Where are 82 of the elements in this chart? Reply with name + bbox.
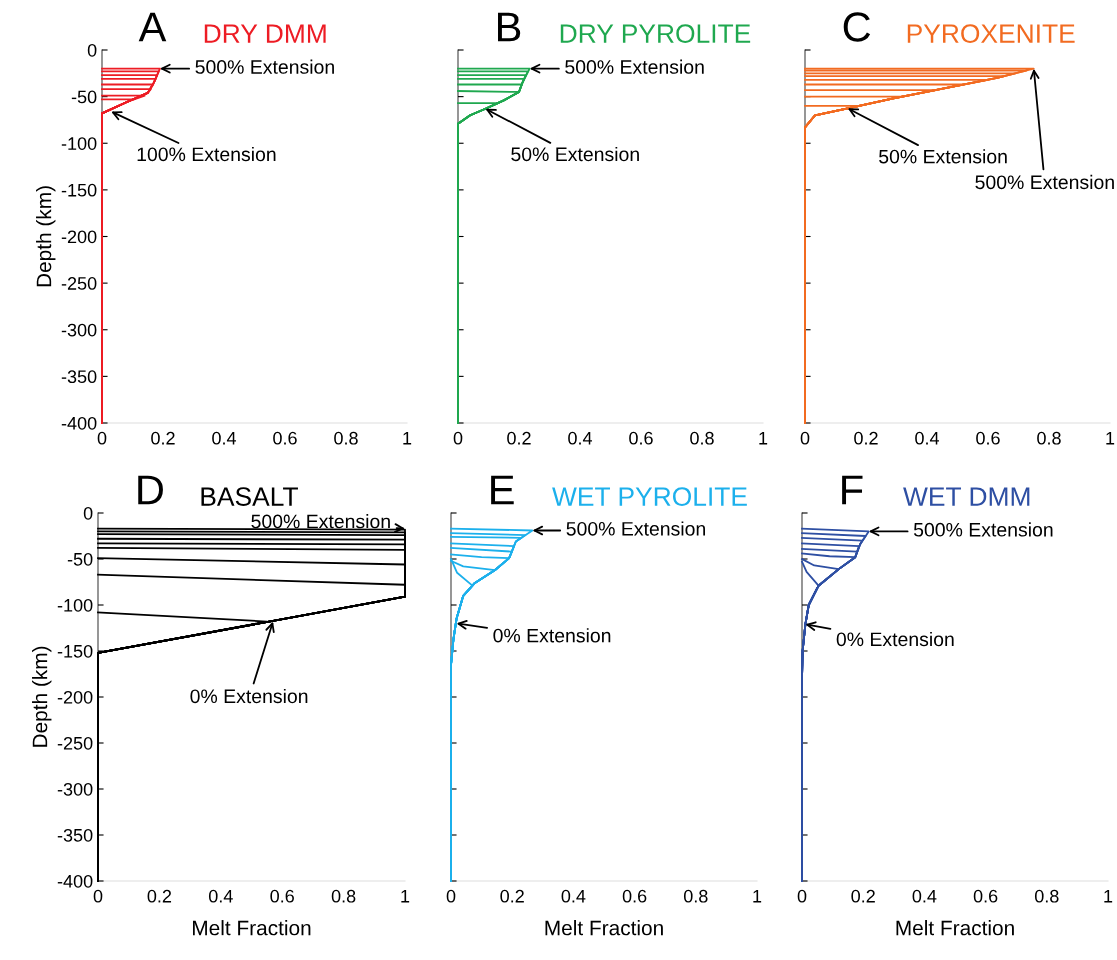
x-tick-label: 0.8 bbox=[1034, 889, 1059, 903]
chart-subtitle: DRY DMM bbox=[204, 24, 326, 43]
y-tick-label: -100 bbox=[57, 598, 93, 612]
x-tick-label: 0 bbox=[797, 889, 807, 903]
x-tick-label: 0.8 bbox=[331, 889, 356, 903]
x-axis-title: Melt Fraction bbox=[545, 920, 663, 936]
y-tick-label: -400 bbox=[57, 874, 93, 888]
y-tick-label: -400 bbox=[61, 416, 97, 430]
chart-title: D bbox=[138, 475, 163, 505]
chart-title: B bbox=[498, 12, 521, 42]
y-tick-label: -50 bbox=[67, 552, 93, 566]
x-tick-label: 0.4 bbox=[212, 431, 237, 445]
y-tick-label: -250 bbox=[61, 277, 97, 290]
x-tick-label: 0.6 bbox=[273, 431, 297, 445]
x-tick-label: 0.4 bbox=[561, 889, 586, 903]
x-tick-label: 0.2 bbox=[851, 889, 875, 903]
x-tick-label: 0.2 bbox=[147, 889, 172, 903]
x-tick-label: 0.6 bbox=[270, 889, 294, 903]
x-tick-label: 1 bbox=[403, 432, 412, 445]
chart-title: E bbox=[491, 475, 514, 505]
annotation: 50% Extension bbox=[879, 149, 1007, 164]
x-tick-label: 1 bbox=[1104, 890, 1113, 903]
y-tick-label: -100 bbox=[61, 137, 97, 150]
chart-subtitle: BASALT bbox=[201, 487, 298, 506]
chart-title: A bbox=[138, 12, 167, 42]
chart-subtitle: WET PYROLITE bbox=[552, 487, 747, 506]
chart-subtitle: DRY PYROLITE bbox=[560, 24, 751, 43]
x-tick-label: 0 bbox=[800, 431, 810, 445]
y-tick-label: -350 bbox=[61, 370, 97, 384]
y-tick-label: -200 bbox=[57, 690, 93, 704]
y-axis-title: Depth (km) bbox=[36, 186, 56, 287]
x-tick-label: 0 bbox=[446, 889, 456, 903]
y-tick-label: -350 bbox=[57, 828, 93, 842]
x-tick-label: 0.8 bbox=[683, 889, 708, 903]
x-tick-label: 1 bbox=[753, 890, 762, 903]
chart-title: F bbox=[842, 475, 863, 505]
annotation: 100% Extension bbox=[137, 146, 276, 162]
x-tick-label: 0.2 bbox=[151, 431, 175, 445]
annotation: 500% Extension bbox=[566, 521, 705, 536]
x-tick-label: 0.4 bbox=[912, 889, 937, 903]
x-tick-label: 0.4 bbox=[915, 431, 940, 445]
x-tick-label: 1 bbox=[759, 432, 768, 445]
x-tick-label: 0.4 bbox=[568, 431, 593, 445]
x-axis-title: Melt Fraction bbox=[896, 920, 1014, 936]
x-tick-label: 0.6 bbox=[629, 431, 653, 445]
annotation: 0% Extension bbox=[493, 628, 611, 643]
y-tick-label: -300 bbox=[57, 782, 93, 796]
annotation: 0% Extension bbox=[190, 688, 308, 704]
annotation: 500% Extension bbox=[565, 59, 704, 74]
y-tick-label: 0 bbox=[83, 506, 93, 520]
x-tick-label: 0.8 bbox=[1037, 431, 1061, 445]
annotation: 500% Extension bbox=[251, 514, 390, 529]
x-tick-label: 0.2 bbox=[854, 431, 878, 445]
x-tick-label: 0.8 bbox=[334, 431, 358, 445]
y-tick-label: 0 bbox=[87, 43, 97, 57]
chart-subtitle: PYROXENITE bbox=[907, 24, 1075, 43]
x-tick-label: 0.6 bbox=[973, 889, 998, 903]
y-tick-label: -200 bbox=[61, 230, 97, 244]
annotation: 500% Extension bbox=[913, 522, 1053, 537]
x-tick-label: 0.8 bbox=[690, 431, 714, 445]
x-tick-label: 0.2 bbox=[500, 889, 524, 903]
y-tick-label: -250 bbox=[57, 736, 93, 750]
x-tick-label: 0 bbox=[97, 431, 107, 445]
annotation: 50% Extension bbox=[511, 146, 639, 162]
x-tick-label: 0.4 bbox=[208, 889, 233, 903]
annotation: 0% Extension bbox=[836, 631, 954, 647]
x-tick-label: 0.6 bbox=[622, 889, 647, 903]
annotation: 500% Extension bbox=[195, 59, 334, 74]
annotation: 500% Extension bbox=[975, 174, 1114, 190]
y-axis-title: Depth (km) bbox=[32, 646, 52, 747]
y-tick-label: -50 bbox=[71, 90, 97, 104]
x-tick-label: 1 bbox=[1106, 432, 1115, 445]
y-tick-label: -300 bbox=[61, 323, 97, 337]
y-tick-label: -150 bbox=[57, 644, 93, 658]
x-tick-label: 1 bbox=[401, 890, 410, 903]
y-tick-label: -150 bbox=[61, 183, 97, 197]
x-tick-label: 0.2 bbox=[507, 431, 531, 445]
chart-subtitle: WET DMM bbox=[903, 487, 1030, 506]
x-axis-title: Melt Fraction bbox=[193, 920, 311, 936]
chart-title: C bbox=[843, 12, 871, 42]
x-tick-label: 0 bbox=[453, 431, 463, 445]
x-tick-label: 0.6 bbox=[976, 431, 1000, 445]
